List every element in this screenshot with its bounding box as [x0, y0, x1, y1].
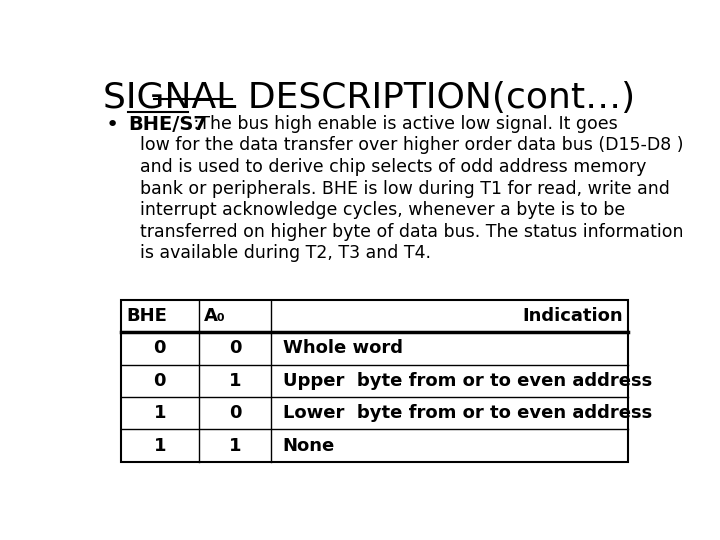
Text: :The bus high enable is active low signal. It goes: :The bus high enable is active low signa… [188, 114, 618, 133]
Text: 0: 0 [229, 404, 241, 422]
Text: 1: 1 [229, 437, 241, 455]
Text: Upper  byte from or to even address: Upper byte from or to even address [282, 372, 652, 390]
Text: BHE/S7: BHE/S7 [128, 114, 207, 134]
Text: bank or peripherals. BHE is low during T1 for read, write and: bank or peripherals. BHE is low during T… [140, 180, 670, 198]
Text: 1: 1 [153, 404, 166, 422]
Text: 0: 0 [153, 372, 166, 390]
Text: BHE: BHE [126, 307, 167, 325]
Text: None: None [282, 437, 335, 455]
Text: interrupt acknowledge cycles, whenever a byte is to be: interrupt acknowledge cycles, whenever a… [140, 201, 626, 219]
Text: Lower  byte from or to even address: Lower byte from or to even address [282, 404, 652, 422]
Text: 1: 1 [229, 372, 241, 390]
Text: is available during T2, T3 and T4.: is available during T2, T3 and T4. [140, 245, 431, 262]
Text: Indication: Indication [522, 307, 623, 325]
Text: 0: 0 [153, 339, 166, 357]
Bar [121, 300, 629, 462]
Text: Whole word: Whole word [282, 339, 402, 357]
Text: 0: 0 [229, 339, 241, 357]
Text: SIGNAL DESCRIPTION(cont…): SIGNAL DESCRIPTION(cont…) [103, 80, 635, 114]
Text: transferred on higher byte of data bus. The status information: transferred on higher byte of data bus. … [140, 223, 684, 241]
Text: low for the data transfer over higher order data bus (D15-D8 ): low for the data transfer over higher or… [140, 136, 684, 154]
Text: 1: 1 [153, 437, 166, 455]
Text: •: • [106, 114, 119, 134]
Text: and is used to derive chip selects of odd address memory: and is used to derive chip selects of od… [140, 158, 647, 176]
Text: A₀: A₀ [204, 307, 226, 325]
